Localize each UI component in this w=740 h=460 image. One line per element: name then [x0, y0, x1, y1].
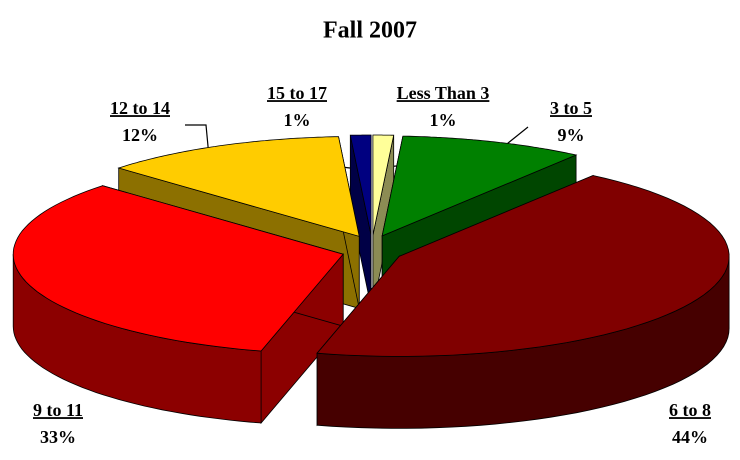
- slice: [349, 134, 372, 236]
- slice-label: 15 to 17: [267, 83, 327, 103]
- value-label: 12%: [122, 125, 158, 145]
- pie: [12, 134, 730, 429]
- value-label: 1%: [284, 110, 311, 130]
- value-label: 1%: [430, 110, 457, 130]
- slice-label: 9 to 11: [33, 400, 83, 420]
- slice: [381, 135, 578, 237]
- slice: [117, 136, 360, 237]
- slice-label: 12 to 14: [110, 98, 170, 118]
- slice: [372, 134, 395, 236]
- value-label: 44%: [672, 427, 708, 447]
- slice-label: 6 to 8: [669, 400, 711, 420]
- slice: [12, 185, 344, 352]
- slice: [316, 175, 730, 357]
- slice-label: Less Than 3: [397, 83, 490, 103]
- slice-label: 3 to 5: [550, 98, 592, 118]
- value-label: 33%: [40, 427, 76, 447]
- value-label: 9%: [558, 125, 585, 145]
- chart-title: Fall 2007: [323, 18, 417, 44]
